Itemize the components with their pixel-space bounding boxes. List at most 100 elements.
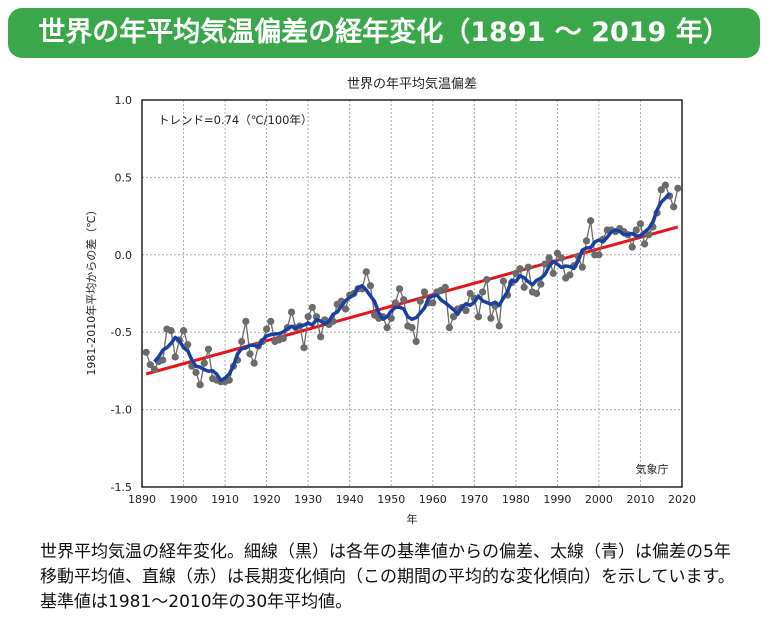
- data-point: [462, 306, 470, 315]
- data-point: [167, 327, 175, 335]
- data-point: [225, 376, 233, 384]
- data-point: [304, 313, 312, 321]
- data-point: [479, 288, 487, 296]
- data-point: [146, 361, 154, 369]
- data-point: [499, 277, 507, 285]
- y-tick-label: -0.5: [111, 326, 132, 339]
- data-point: [520, 283, 528, 291]
- x-tick-label: 1970: [460, 493, 488, 506]
- data-point: [196, 381, 204, 389]
- y-tick-label: 0.0: [115, 249, 133, 262]
- data-point: [159, 356, 167, 364]
- x-tick-label: 2000: [585, 493, 613, 506]
- trend-annotation: トレンド=0.74（℃/100年）: [158, 113, 312, 127]
- y-axis-label: 1981-2010年平均からの差（℃）: [84, 204, 98, 375]
- data-point: [545, 254, 553, 262]
- x-tick-label: 1890: [128, 493, 156, 506]
- data-point: [267, 317, 275, 325]
- annual-line: [145, 183, 679, 388]
- data-point: [512, 269, 520, 277]
- data-point: [553, 249, 561, 257]
- data-point: [578, 263, 586, 271]
- data-point: [674, 184, 682, 192]
- data-point: [636, 220, 645, 228]
- data-point: [495, 322, 503, 330]
- data-point: [408, 323, 416, 332]
- trend-line: [145, 225, 679, 376]
- data-point: [657, 186, 665, 194]
- data-point: [587, 217, 595, 225]
- data-point: [317, 333, 325, 341]
- source-label: 気象庁: [636, 462, 669, 476]
- data-point: [474, 313, 483, 321]
- axis-ticks: 1890 1900 1910 1920 1930 1940 1950 1960 1970 1980…: [111, 94, 696, 506]
- data-point: [279, 334, 287, 342]
- data-point: [263, 325, 271, 333]
- chart-title: 世界の年平均気温偏差: [347, 76, 477, 92]
- data-point: [445, 323, 453, 332]
- data-point: [416, 297, 424, 305]
- data-point: [150, 365, 159, 373]
- data-point: [242, 317, 250, 325]
- data-point: [661, 181, 669, 189]
- data-point: [549, 269, 557, 277]
- data-point: [387, 314, 395, 322]
- data-point: [300, 344, 308, 352]
- data-point: [533, 289, 541, 298]
- data-point: [516, 265, 524, 273]
- y-tick-label: 0.5: [115, 171, 133, 184]
- annual-series: [142, 181, 682, 389]
- temperature-anomaly-chart: 世界の年平均気温偏差 1890 1900 1910 1920 1930 1940 1950 1…: [84, 76, 696, 526]
- data-point: [341, 305, 350, 313]
- grid: [141, 99, 683, 488]
- data-point: [632, 226, 640, 234]
- x-tick-label: 1980: [502, 493, 530, 506]
- data-point: [645, 231, 653, 239]
- data-point: [362, 268, 370, 276]
- data-point: [250, 359, 258, 367]
- data-point: [287, 308, 296, 316]
- x-tick-label: 1950: [377, 493, 405, 506]
- x-tick-label: 1920: [253, 493, 281, 506]
- plot-frame: [141, 99, 683, 488]
- data-point: [641, 240, 649, 248]
- data-point: [184, 340, 192, 349]
- data-point: [541, 260, 549, 268]
- data-point: [412, 337, 420, 346]
- x-tick-label: 1990: [543, 493, 571, 506]
- data-point: [557, 254, 566, 262]
- x-tick-label: 2020: [668, 493, 696, 506]
- data-point: [204, 345, 213, 353]
- data-point: [238, 337, 246, 346]
- data-point: [383, 323, 391, 332]
- data-point: [171, 353, 179, 361]
- data-point: [200, 359, 208, 367]
- data-point: [524, 263, 532, 271]
- data-point: [308, 303, 316, 312]
- data-point: [429, 299, 437, 307]
- data-point: [192, 368, 200, 377]
- x-tick-label: 1960: [419, 493, 447, 506]
- data-point: [441, 283, 449, 291]
- data-point: [670, 203, 678, 211]
- data-point: [449, 313, 458, 321]
- x-axis-label: 年: [407, 512, 418, 526]
- data-point: [366, 282, 375, 290]
- x-tick-label: 1940: [336, 493, 364, 506]
- data-point: [246, 350, 254, 358]
- data-point: [487, 314, 495, 322]
- data-point: [179, 327, 188, 335]
- data-point: [391, 299, 399, 307]
- data-point: [628, 243, 636, 251]
- data-point: [420, 288, 429, 296]
- data-point: [566, 271, 574, 279]
- x-tick-label: 1930: [294, 493, 322, 506]
- data-point: [483, 275, 491, 284]
- x-tick-label: 1900: [170, 493, 198, 506]
- x-tick-label: 1910: [211, 493, 239, 506]
- data-point: [400, 296, 408, 304]
- data-point: [537, 280, 545, 288]
- y-tick-label: -1.0: [111, 404, 132, 417]
- data-point: [395, 285, 404, 293]
- data-point: [142, 348, 150, 356]
